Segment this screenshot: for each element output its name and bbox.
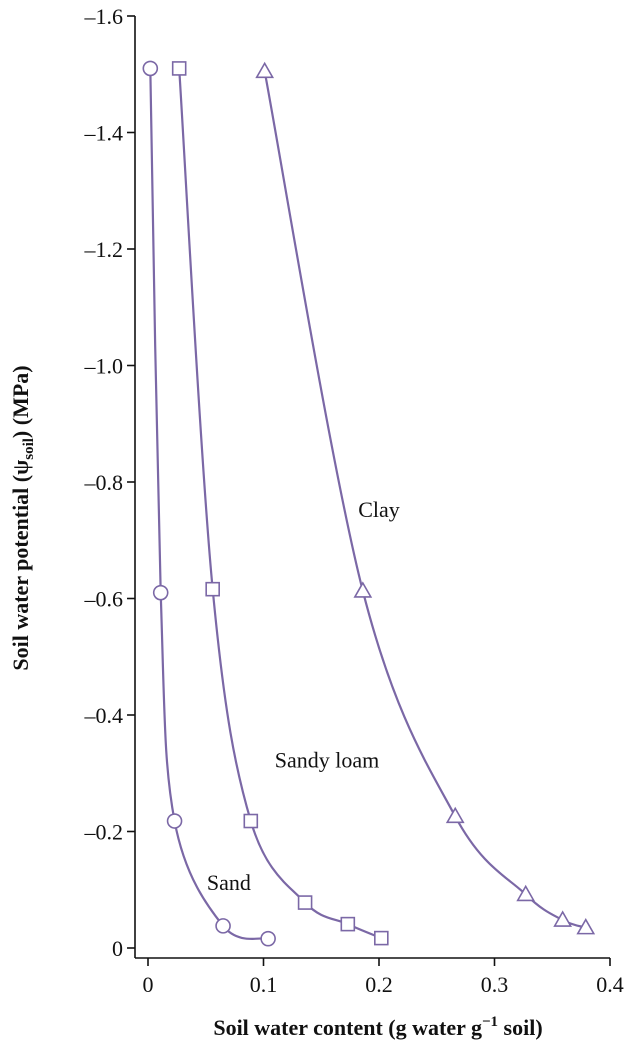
sand-point [215, 918, 231, 934]
sand-point [260, 930, 276, 947]
y-axis-title-sub: soil [21, 438, 37, 460]
sand-curve [149, 68, 269, 940]
y-axis-title-main: Soil water potential (ψ [8, 460, 33, 671]
sandy-loam-label: Sandy loam [275, 747, 380, 772]
y-tick-label: –0.2 [84, 820, 124, 845]
y-axis-title: Soil water potential (ψsoil) (MPa) [8, 365, 37, 670]
y-axis-title-tail: ) (MPa) [8, 365, 33, 438]
x-tick-label: 0 [143, 972, 154, 997]
x-tick-label: 0.1 [250, 972, 278, 997]
y-tick-label: –1.2 [84, 237, 124, 262]
x-axis-title-main: Soil water content (g water g [213, 1015, 482, 1040]
x-ticks: 0 0.1 0.2 0.3 0.4 [143, 958, 624, 997]
sand-label: Sand [207, 870, 251, 895]
sandy-loam-curve [178, 68, 382, 940]
x-tick-label: 0.4 [596, 972, 624, 997]
clay-point [516, 884, 536, 902]
x-tick-label: 0.3 [481, 972, 509, 997]
x-tick-label: 0.2 [365, 972, 393, 997]
sandy-loam-point [297, 895, 313, 910]
clay-point [353, 581, 373, 598]
y-tick-label: –0.6 [84, 587, 124, 612]
y-tick-label: –0.8 [84, 470, 124, 495]
y-tick-label: –0.4 [84, 703, 124, 728]
x-axis-title: Soil water content (g water g−1 soil) [213, 1014, 542, 1040]
y-tick-label: 0 [112, 936, 123, 961]
series-labels: Sand Sandy loam Clay [207, 497, 400, 895]
axes [134, 16, 610, 959]
sandy-loam-point [374, 930, 389, 946]
clay-point [445, 806, 465, 824]
y-tick-label: –1.6 [84, 4, 124, 29]
x-axis-title-tail: soil) [498, 1015, 543, 1040]
y-tick-label: –1.0 [84, 354, 124, 379]
series-layer [142, 60, 596, 947]
clay-point [255, 61, 275, 79]
y-ticks: 0 –0.2 –0.4 –0.6 –0.8 –1.0 –1.2 –1.4 –1.6 [84, 4, 135, 961]
sand-point [142, 60, 159, 77]
clay-curve [263, 71, 587, 929]
sand-point [166, 813, 183, 829]
y-tick-label: –1.4 [84, 121, 124, 146]
x-axis-title-sup: −1 [482, 1014, 498, 1030]
sandy-loam-point [243, 813, 259, 829]
clay-point [553, 910, 573, 927]
clay-label: Clay [358, 497, 400, 522]
clay-point [576, 918, 596, 935]
sandy-loam-point [340, 916, 356, 932]
sand-point [152, 584, 169, 601]
sandy-loam-point [171, 61, 187, 76]
sandy-loam-point [205, 581, 220, 597]
